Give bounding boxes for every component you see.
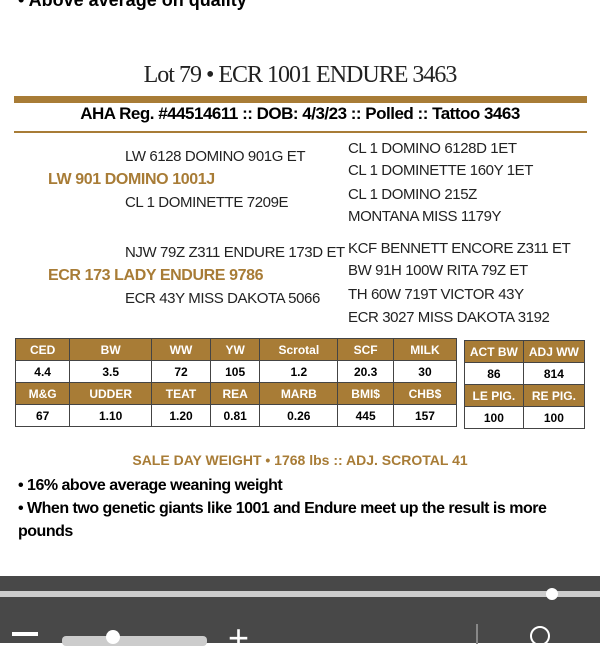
cell-value: 100 <box>522 406 586 429</box>
value-row: 100 100 <box>464 406 586 429</box>
column-header: RE PIG. <box>522 384 586 407</box>
weights-table: ACT BW ADJ WW 86 814 LE PIG. RE PIG. 100 100 <box>464 340 586 429</box>
column-header: MILK <box>392 338 458 361</box>
cell-value: 67 <box>14 404 71 427</box>
column-header: CED <box>14 338 71 361</box>
column-header: WW <box>151 338 211 361</box>
dd-sire: TH 60W 719T VICTOR 43Y <box>348 286 524 303</box>
cell-value: 1.20 <box>151 404 211 427</box>
cell-value: 100 <box>464 406 524 429</box>
cell-value: 445 <box>337 404 394 427</box>
download-icon[interactable] <box>476 624 478 644</box>
cell-value: 1.2 <box>259 360 339 383</box>
column-header: BW <box>69 338 153 361</box>
dam-sire: NJW 79Z Z311 ENDURE 173D ET <box>125 244 345 261</box>
ds-dam: BW 91H 100W RITA 79Z ET <box>348 262 528 279</box>
column-header: BMI$ <box>337 382 394 405</box>
scrubber-handle[interactable] <box>546 588 558 600</box>
column-header: UDDER <box>69 382 153 405</box>
sd-dam: MONTANA MISS 1179Y <box>348 208 502 225</box>
column-header: Scrotal <box>259 338 339 361</box>
sire-dam: CL 1 DOMINETTE 7209E <box>125 194 289 211</box>
cell-value: 157 <box>392 404 458 427</box>
ds-sire: KCF BENNETT ENCORE Z311 ET <box>348 240 571 257</box>
column-header: LE PIG. <box>464 384 524 407</box>
dam-dam: ECR 43Y MISS DAKOTA 5066 <box>125 290 320 307</box>
search-icon[interactable] <box>530 626 550 646</box>
bullet-1: • 16% above average weaning weight <box>18 477 283 494</box>
cell-value: 0.26 <box>259 404 339 427</box>
zoom-in-icon[interactable]: + <box>228 617 250 658</box>
cell-value: 3.5 <box>69 360 153 383</box>
cell-value: 30 <box>392 360 458 383</box>
sire-sire: LW 6128 DOMINO 901G ET <box>125 148 306 165</box>
cell-value: 814 <box>522 362 586 385</box>
divider <box>14 96 587 103</box>
header-row: M&G UDDER TEAT REA MARB BMI$ CHB$ <box>14 382 458 405</box>
cell-value: 86 <box>464 362 524 385</box>
epd-table: CED BW WW YW Scrotal SCF MILK 4.4 3.5 72 105 1.2 20.… <box>14 338 458 427</box>
value-row: 86 814 <box>464 362 586 385</box>
zoom-slider-handle[interactable] <box>106 630 120 644</box>
header-row: LE PIG. RE PIG. <box>464 384 586 407</box>
page-scrubber[interactable] <box>0 591 600 597</box>
cell-value: 1.10 <box>69 404 153 427</box>
sire: LW 901 DOMINO 1001J <box>48 171 215 188</box>
cell-value: 72 <box>151 360 211 383</box>
column-header: MARB <box>259 382 339 405</box>
dd-dam: ECR 3027 MISS DAKOTA 3192 <box>348 309 550 326</box>
cell-value: 105 <box>209 360 261 383</box>
bullet-2: • When two genetic giants like 1001 and … <box>18 500 547 540</box>
column-header: SCF <box>337 338 394 361</box>
cell-value: 0.81 <box>209 404 261 427</box>
sale-day-weight: SALE DAY WEIGHT • 1768 lbs :: ADJ. SCROT… <box>132 452 468 468</box>
ss-dam: CL 1 DOMINETTE 160Y 1ET <box>348 162 534 179</box>
column-header: ADJ WW <box>522 340 586 363</box>
cell-value: 4.4 <box>14 360 71 383</box>
sd-sire: CL 1 DOMINO 215Z <box>348 186 477 203</box>
column-header: YW <box>209 338 261 361</box>
column-header: REA <box>209 382 261 405</box>
column-header: ACT BW <box>464 340 524 363</box>
column-header: CHB$ <box>392 382 458 405</box>
registration-line: AHA Reg. #44514611 :: DOB: 4/3/23 :: Pol… <box>80 104 520 123</box>
header-row: CED BW WW YW Scrotal SCF MILK <box>14 338 458 361</box>
lot-title: Lot 79 • ECR 1001 ENDURE 3463 <box>143 62 458 88</box>
value-row: 4.4 3.5 72 105 1.2 20.3 30 <box>14 360 458 383</box>
divider <box>14 131 587 133</box>
cell-value: 20.3 <box>337 360 394 383</box>
column-header: M&G <box>14 382 71 405</box>
value-row: 67 1.10 1.20 0.81 0.26 445 157 <box>14 404 458 427</box>
zoom-slider[interactable] <box>62 636 207 646</box>
column-header: TEAT <box>151 382 211 405</box>
viewer-toolbar <box>0 576 600 643</box>
zoom-out-icon[interactable] <box>12 632 38 636</box>
ss-sire: CL 1 DOMINO 6128D 1ET <box>348 140 517 157</box>
dam: ECR 173 LADY ENDURE 9786 <box>48 267 264 284</box>
previous-bullet: • Above average on quality <box>18 0 247 10</box>
header-row: ACT BW ADJ WW <box>464 340 586 363</box>
